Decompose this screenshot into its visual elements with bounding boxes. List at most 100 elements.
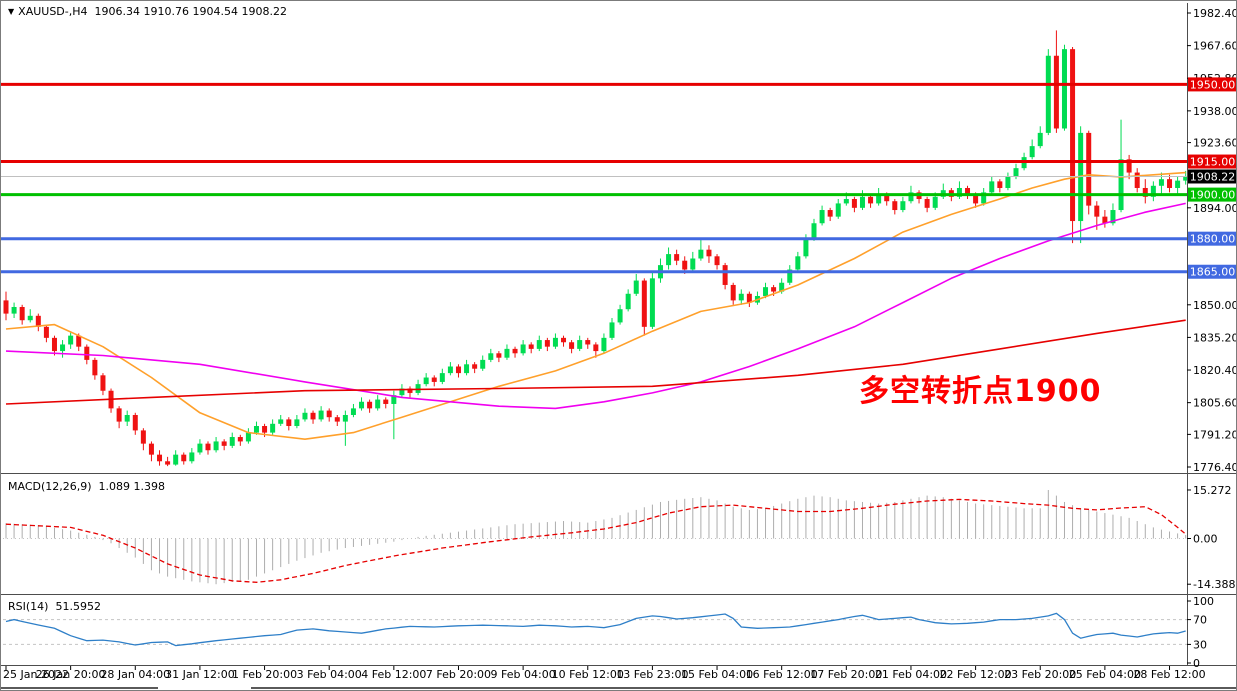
candle-up [124,410,130,427]
candlestick-series [3,30,1189,467]
candle-up [68,331,74,349]
candle-body [1086,132,1092,206]
candle-up [359,397,365,411]
candle-up [504,344,510,360]
candle-body [819,210,825,224]
candle-up [520,340,526,356]
candle-body [690,258,696,270]
price-tick-label: 1894.00 [1193,202,1237,215]
candle-body [746,293,752,303]
candle-body [488,353,494,360]
candle-body [472,364,478,369]
candle-body [924,199,930,208]
candle-up [60,340,66,358]
time-tick-label: 9 Feb 04:00 [491,668,556,681]
candle-body [795,256,801,270]
rsi-tick-label: 0 [1193,657,1200,670]
candle-body [27,315,33,321]
candle-up [488,348,494,363]
price-badge-1900[interactable]: 1900.00 [1188,187,1237,202]
candle-down [472,362,478,374]
candle-down [407,386,413,398]
candle-body [512,348,518,354]
candle-up [536,335,542,352]
rsi-value-label: 51.5952 [55,600,101,613]
rsi-axis[interactable]: 100 70 30 0 [1187,595,1214,670]
candle-body [253,426,259,433]
candle-down [1070,46,1076,244]
candle-down [140,428,146,451]
candle-up [391,390,397,440]
candle-body [157,454,163,462]
time-tick-label: 15 Feb 04:00 [681,668,753,681]
candle-body [1013,168,1019,177]
macd-axis[interactable]: 15.272 0.00 -14.388 [1187,484,1235,591]
candle-down [569,340,575,354]
candle-body [561,337,567,343]
candle-body [1061,49,1067,129]
macd-panel [3,489,1187,585]
candle-up [763,282,769,299]
candle-body [1110,210,1116,224]
candle-down [593,342,599,358]
time-tick-label: 26 Jan 20:00 [36,668,106,681]
candle-body [722,265,728,285]
candle-up [989,176,995,195]
annotation-text[interactable]: 多空转折点1900 [859,374,1102,409]
candle-down [851,196,857,213]
candle-body [480,359,486,369]
candle-body [302,412,308,420]
candle-down [1167,174,1173,193]
candle-down [157,450,163,466]
current-price-badge[interactable]: 1908.22 [1188,169,1237,184]
price-badge-1865[interactable]: 1865.00 [1188,264,1237,279]
candle-down [148,441,154,462]
candle-body [771,287,777,292]
svg-text:1880.00: 1880.00 [1190,233,1236,246]
candle-up [577,335,583,352]
candle-body [262,426,268,433]
candle-down [1134,168,1140,193]
candle-up [625,289,631,312]
candle-down [496,351,502,363]
candle-body [908,192,914,202]
candle-body [1150,185,1156,197]
ma-mid-magenta-line [5,202,1186,410]
candle-down [3,291,9,321]
price-axis[interactable]: 1982.401967.601952.801938.001923.601894.… [1187,7,1237,474]
candle-body [997,181,1003,188]
candle-up [375,395,381,411]
price-badge-1880[interactable]: 1880.00 [1188,231,1237,246]
candle-body [504,348,510,358]
candle-body [245,432,251,442]
candle-down [1126,154,1132,180]
candle-body [973,194,979,204]
candle-body [229,437,235,446]
candle-body [213,441,219,451]
candle-body [84,346,90,360]
candle-down [132,412,138,435]
candle-body [585,340,591,345]
candle-up [649,271,655,330]
dropdown-arrow-icon[interactable]: ▼ [8,7,15,16]
time-tick-label: 22 Feb 12:00 [940,668,1012,681]
candle-up [1061,44,1067,131]
ma-slow-red-line [5,319,1186,405]
candle-body [326,410,332,418]
time-tick-label: 21 Feb 04:00 [875,668,947,681]
candle-up [278,414,284,427]
time-tick-label: 25 Jan 2022 [3,668,69,681]
candle-up [1005,172,1011,191]
candle-up [666,247,672,270]
candle-body [391,395,397,404]
candle-body [569,342,575,349]
candle-body [641,280,647,327]
price-badge-1950[interactable]: 1950.00 [1188,77,1237,92]
price-badge-1915[interactable]: 1915.00 [1188,154,1237,169]
candle-body [116,408,122,422]
candle-body [666,254,672,266]
candle-down [237,434,243,446]
candle-down [1142,179,1148,204]
